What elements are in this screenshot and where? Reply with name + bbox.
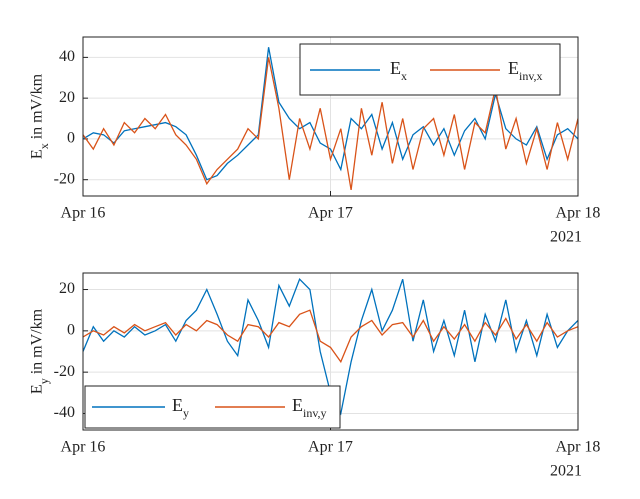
y-tick-label: 0	[67, 322, 75, 339]
x-year-label: 2021	[550, 463, 582, 480]
x-tick-label: Apr 18	[556, 205, 601, 222]
axes-box	[82, 36, 579, 197]
y-tick-label: -20	[54, 363, 75, 380]
y-axis-label: Ex in mV/km	[29, 73, 51, 159]
x-tick-label: Apr 17	[308, 439, 353, 456]
x-tick-label: Apr 18	[556, 439, 601, 456]
axes-box	[82, 272, 579, 431]
y-tick-label: 40	[59, 48, 75, 65]
x-tick-label: Apr 16	[61, 439, 106, 456]
y-tick-label: -20	[54, 170, 75, 187]
y-axis-label: Ey in mV/km	[29, 308, 51, 394]
y-tick-label: 20	[59, 280, 75, 297]
data-line	[83, 309, 578, 364]
x-tick-label: Apr 16	[61, 205, 106, 222]
x-tick-label: Apr 17	[308, 205, 353, 222]
y-tick-label: 20	[59, 89, 75, 106]
x-year-label: 2021	[550, 229, 582, 246]
y-tick-label: -40	[54, 404, 75, 421]
y-tick-label: 0	[67, 130, 75, 147]
